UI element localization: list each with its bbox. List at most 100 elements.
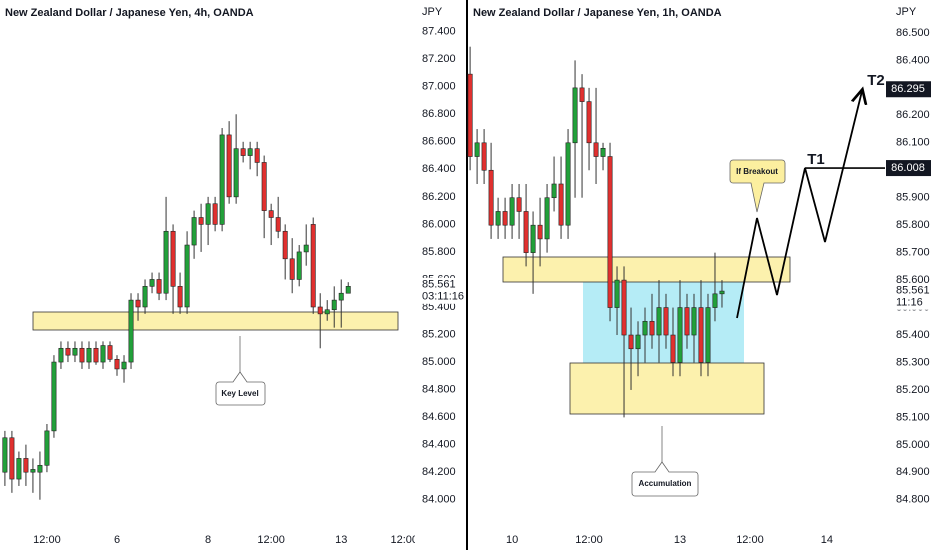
y-tick-label: 85.400 bbox=[422, 301, 456, 313]
y-tick-label: 85.000 bbox=[896, 439, 930, 451]
accumulation-zone bbox=[583, 282, 744, 363]
y-tick-label: 85.800 bbox=[422, 246, 456, 258]
candle-body bbox=[163, 230, 169, 294]
x-tick-label: 6 bbox=[114, 534, 120, 546]
candle-body bbox=[72, 347, 78, 356]
candle-body bbox=[537, 224, 543, 240]
y-tick-label: 85.800 bbox=[896, 219, 930, 231]
candle-body bbox=[247, 148, 253, 156]
candle-body bbox=[212, 203, 218, 225]
x-tick-label: 13 bbox=[674, 534, 686, 546]
candle-body bbox=[128, 299, 134, 363]
callout-text: Accumulation bbox=[639, 479, 692, 488]
chart-title: New Zealand Dollar / Japanese Yen, 1h, O… bbox=[473, 7, 722, 19]
candle-body bbox=[142, 286, 148, 308]
candle-body bbox=[586, 101, 592, 144]
candle-body bbox=[642, 320, 648, 336]
y-tick-label: 85.700 bbox=[896, 247, 930, 259]
resistance-zone bbox=[502, 256, 791, 283]
x-tick-label: 14 bbox=[821, 534, 833, 546]
candle-body bbox=[509, 197, 515, 226]
y-tick-label: 84.800 bbox=[422, 383, 456, 395]
y-tick-label: 85.600 bbox=[896, 274, 930, 286]
candle-body bbox=[565, 142, 571, 226]
y-tick-label: 85.900 bbox=[896, 192, 930, 204]
y-tick-label: 86.400 bbox=[896, 54, 930, 66]
y-tick-label: 85.100 bbox=[896, 411, 930, 423]
candle-body bbox=[474, 142, 480, 157]
candle-body bbox=[121, 361, 127, 370]
candle-body bbox=[79, 347, 85, 363]
candle-body bbox=[621, 279, 627, 336]
callout-box bbox=[729, 159, 786, 213]
target-name: T1 bbox=[807, 151, 825, 168]
candle-body bbox=[705, 307, 711, 363]
callout-text: Key Level bbox=[221, 389, 258, 398]
candle-body bbox=[607, 156, 613, 308]
target-price-label: 86.008 bbox=[891, 162, 925, 174]
candle-body bbox=[184, 244, 190, 308]
y-tick-label: 84.600 bbox=[422, 411, 456, 423]
chart-title: New Zealand Dollar / Japanese Yen, 4h, O… bbox=[5, 7, 254, 19]
candle-body bbox=[523, 211, 529, 253]
candle-body bbox=[205, 203, 211, 225]
candle-body bbox=[289, 258, 295, 280]
y-tick-label: 86.100 bbox=[896, 137, 930, 149]
candle-body bbox=[275, 217, 281, 232]
candle-body bbox=[135, 299, 141, 308]
candle-body bbox=[296, 251, 302, 280]
right-panel: 10 12:00 13 12:00 14 bbox=[467, 46, 833, 546]
candle-body bbox=[670, 334, 676, 363]
y-tick-label: 87.200 bbox=[422, 53, 456, 65]
candle-body bbox=[544, 197, 550, 240]
y-tick-label: 85.200 bbox=[422, 328, 456, 340]
candle-body bbox=[149, 279, 155, 287]
candle-body bbox=[2, 437, 8, 473]
candle-body bbox=[698, 307, 704, 363]
candle-body bbox=[649, 320, 655, 336]
candle-body bbox=[614, 279, 620, 308]
target-price-box bbox=[886, 160, 931, 177]
candle-body bbox=[551, 183, 557, 199]
candle-body bbox=[156, 279, 162, 294]
candle-body bbox=[317, 306, 323, 315]
candle-body bbox=[331, 299, 337, 311]
candle-body bbox=[310, 224, 316, 308]
y-tick-label: 87.400 bbox=[422, 26, 456, 38]
y-tick-label: 86.000 bbox=[422, 218, 456, 230]
candle-body bbox=[628, 334, 634, 350]
candle-body bbox=[261, 162, 267, 211]
candle-body bbox=[467, 73, 473, 157]
candle-body bbox=[495, 211, 501, 226]
y-tick-label: 84.000 bbox=[422, 494, 456, 506]
countdown-label: 11:16 bbox=[896, 297, 923, 309]
candle-body bbox=[677, 307, 683, 363]
last-price-bg bbox=[894, 283, 932, 310]
candle-body bbox=[593, 142, 599, 157]
candle-body bbox=[65, 347, 71, 356]
candle-body bbox=[16, 458, 22, 480]
x-tick-label: 12:00 bbox=[736, 534, 764, 546]
candle-body bbox=[51, 361, 57, 432]
candle-body bbox=[572, 87, 578, 144]
candle-body bbox=[100, 345, 106, 363]
x-tick-label: 12:00 bbox=[391, 534, 419, 546]
candle-body bbox=[303, 244, 309, 253]
candle-body bbox=[240, 148, 246, 156]
y-tick-label: 85.300 bbox=[896, 356, 930, 368]
candle-body bbox=[37, 464, 43, 473]
last-price-bg bbox=[420, 277, 462, 304]
y-tick-label: 86.400 bbox=[422, 163, 456, 175]
x-tick-label: 12:00 bbox=[575, 534, 603, 546]
candle-body bbox=[481, 142, 487, 171]
candle-body bbox=[86, 347, 92, 363]
candle-body bbox=[44, 430, 50, 466]
y-tick-label: 84.900 bbox=[896, 466, 930, 478]
y-tick-label: 84.800 bbox=[896, 494, 930, 506]
candle-body bbox=[107, 345, 113, 360]
support-zone bbox=[569, 362, 765, 415]
candle-body bbox=[691, 307, 697, 336]
candle-body bbox=[114, 358, 120, 370]
y-tick-label: 85.200 bbox=[896, 384, 930, 396]
